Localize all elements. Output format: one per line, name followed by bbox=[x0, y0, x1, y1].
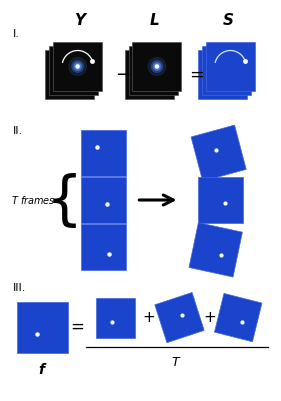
Text: $\boldsymbol{L}$: $\boldsymbol{L}$ bbox=[149, 12, 159, 28]
Polygon shape bbox=[96, 298, 135, 338]
FancyBboxPatch shape bbox=[17, 302, 68, 353]
Circle shape bbox=[72, 61, 83, 73]
Polygon shape bbox=[189, 223, 243, 277]
Polygon shape bbox=[214, 294, 262, 342]
Circle shape bbox=[153, 63, 161, 71]
FancyBboxPatch shape bbox=[202, 46, 251, 95]
Text: $\boldsymbol{f}$: $\boldsymbol{f}$ bbox=[38, 363, 47, 377]
Text: $T$ frames: $T$ frames bbox=[11, 194, 56, 206]
Circle shape bbox=[76, 65, 79, 68]
Circle shape bbox=[151, 61, 163, 73]
Text: II.: II. bbox=[13, 126, 23, 136]
FancyBboxPatch shape bbox=[81, 130, 126, 176]
Text: $=$: $=$ bbox=[186, 65, 205, 83]
FancyBboxPatch shape bbox=[81, 224, 126, 270]
Circle shape bbox=[75, 64, 80, 69]
FancyBboxPatch shape bbox=[198, 50, 247, 99]
FancyBboxPatch shape bbox=[53, 42, 102, 91]
Text: $=$: $=$ bbox=[67, 316, 84, 334]
Text: $+$: $+$ bbox=[203, 310, 216, 325]
FancyBboxPatch shape bbox=[125, 50, 174, 99]
FancyBboxPatch shape bbox=[49, 46, 98, 95]
Text: $\boldsymbol{S}$: $\boldsymbol{S}$ bbox=[222, 12, 234, 28]
FancyBboxPatch shape bbox=[133, 42, 182, 91]
Circle shape bbox=[155, 64, 159, 69]
Circle shape bbox=[74, 63, 81, 71]
Polygon shape bbox=[155, 292, 204, 343]
Circle shape bbox=[69, 57, 87, 75]
FancyBboxPatch shape bbox=[206, 42, 255, 91]
Polygon shape bbox=[198, 177, 243, 223]
Text: $-$: $-$ bbox=[115, 65, 130, 83]
Text: $T$: $T$ bbox=[171, 356, 182, 369]
Text: III.: III. bbox=[13, 283, 26, 293]
Circle shape bbox=[148, 57, 166, 75]
Text: $\boldsymbol{Y}$: $\boldsymbol{Y}$ bbox=[74, 12, 89, 28]
Text: $+$: $+$ bbox=[142, 310, 155, 325]
Text: $\{$: $\{$ bbox=[45, 170, 77, 229]
FancyBboxPatch shape bbox=[81, 177, 126, 223]
FancyBboxPatch shape bbox=[45, 50, 94, 99]
Text: I.: I. bbox=[13, 28, 20, 38]
Circle shape bbox=[155, 65, 158, 68]
Polygon shape bbox=[191, 125, 246, 181]
FancyBboxPatch shape bbox=[129, 46, 178, 95]
